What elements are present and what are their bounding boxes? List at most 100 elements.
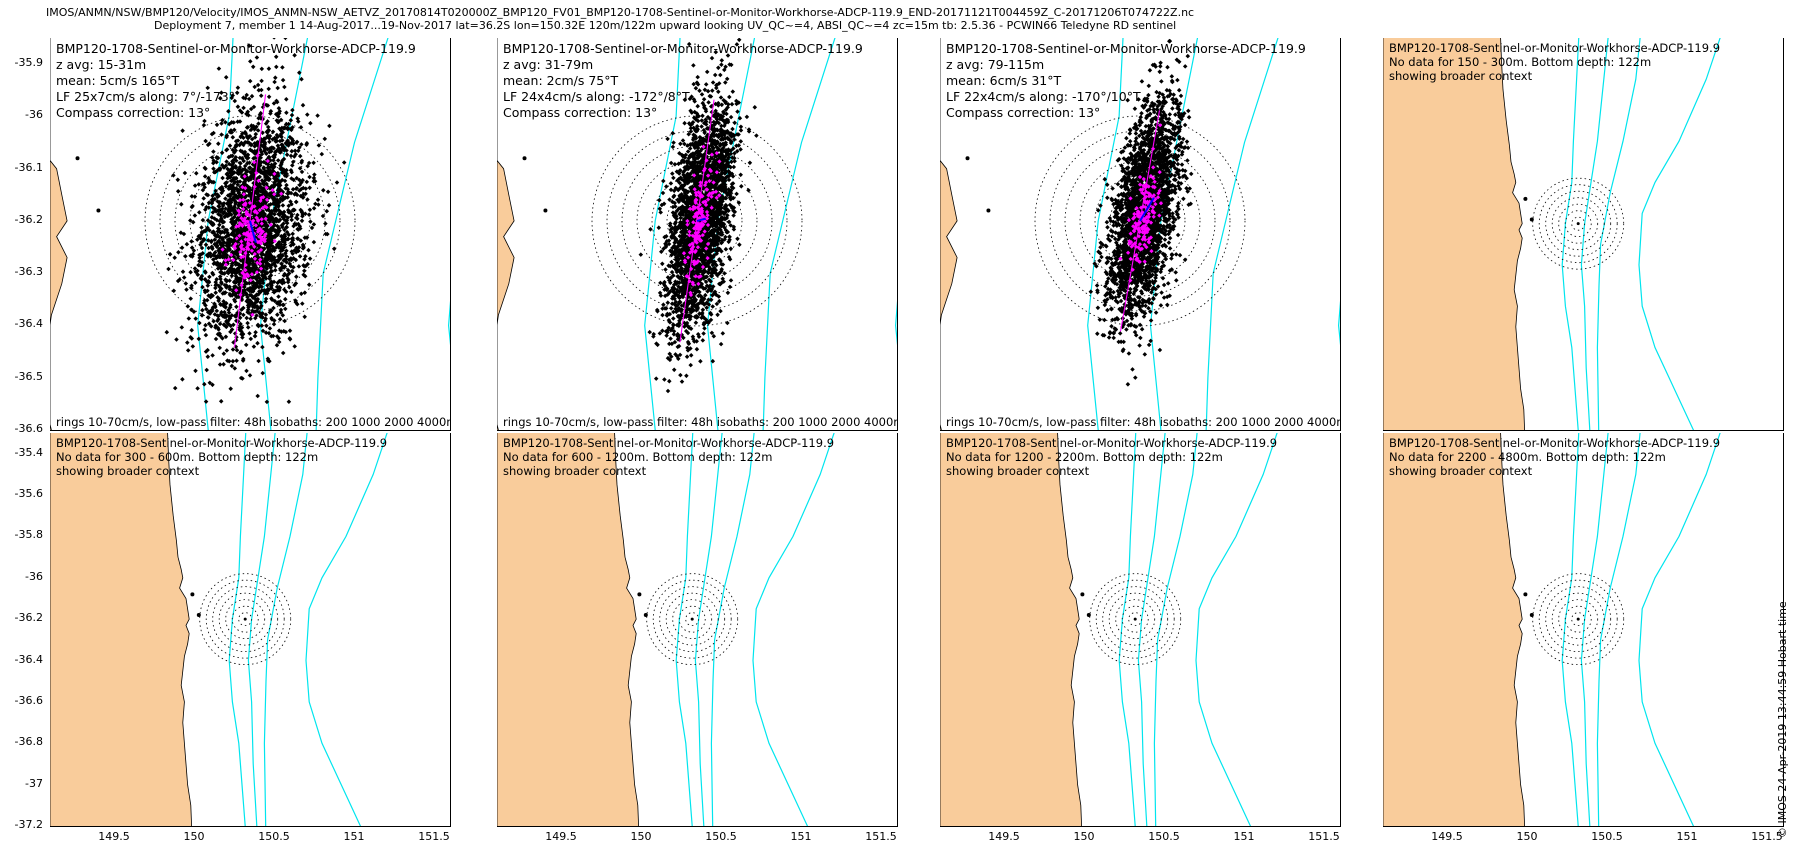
isobath-2000m-p1 [315,38,389,430]
map-panel-8: BMP120-1708-Sentinel-or-Monitor-Workhors… [1383,433,1784,827]
map-svg-5 [50,433,388,826]
isobath-2000m-p2 [762,38,836,430]
x-tick-col1-2: 150.5 [258,830,290,843]
panel-line-5-2: showing broader context [56,464,200,478]
y-tick-row2-9: -37.2 [14,818,43,831]
panel-line-7-2: showing broader context [946,464,1090,478]
x-tick-col2-2: 150.5 [705,830,737,843]
y-tick-row2-6: -36.6 [14,693,43,707]
map-svg-4 [1383,38,1721,430]
x-tick-col2-4: 151.5 [865,830,897,843]
island-p3-0 [986,208,991,213]
x-tick-col3-0: 149.5 [988,830,1020,843]
isobath-200m-p4 [1561,38,1580,430]
x-tick-col1-1: 150 [183,830,205,843]
mooring-site-p6 [690,617,694,621]
panel-line-3-1: z avg: 79-115m [946,57,1045,72]
island-p4-0 [1529,217,1534,222]
panel-title-2: BMP120-1708-Sentinel-or-Monitor-Workhors… [503,41,863,56]
ring-50cm-p7 [1102,586,1169,653]
panel-annotation-2: BMP120-1708-Sentinel-or-Monitor-Workhors… [503,41,863,121]
isobath-1000m-p7 [1137,433,1166,826]
isobath-2000m-p4 [1596,38,1641,430]
deployment-subtitle: Deployment 7, member 1 14-Aug-2017...19-… [154,19,1177,32]
panel-line-2-3: LF 24x4cm/s along: -172°/8°T [503,89,690,104]
map-panel-5: BMP120-1708-Sentinel-or-Monitor-Workhors… [50,433,451,827]
land-mass-p3 [940,38,958,430]
isobath-2000m-p8 [1596,433,1641,826]
isobath-200m-p3 [1087,38,1124,430]
y-tick-row2-8: -37 [25,776,43,790]
land-mass-p2 [497,38,515,430]
panel-annotation-8: BMP120-1708-Sentinel-or-Monitor-Workhors… [1389,436,1720,478]
isobath-2000m-p5 [263,433,308,826]
mooring-site-p7 [1133,617,1137,621]
ring-10cm-p5 [238,612,253,627]
ring-10cm-p8 [1571,612,1586,627]
mooring-site-p4 [1576,222,1580,226]
x-tick-col4-3: 151 [1676,830,1698,843]
y-tick-row2-0: -35.4 [14,445,43,459]
panel-line-4-2: showing broader context [1389,69,1533,83]
panel-annotation-6: BMP120-1708-Sentinel-or-Monitor-Workhors… [503,436,834,478]
y-tick-row2-2: -35.8 [14,528,43,542]
ring-30cm-p8 [1558,599,1599,640]
island-p7-0 [1086,613,1091,618]
ring-70cm-p3 [1034,115,1246,327]
ring-50cm-p4 [1545,190,1612,257]
y-tick-row1-4: -36.3 [14,265,43,279]
panel-annotation-3: BMP120-1708-Sentinel-or-Monitor-Workhors… [946,41,1306,121]
map-svg-8 [1383,433,1721,826]
ring-70cm-p2 [591,115,803,327]
island-p1-0 [96,208,101,213]
ring-10cm-p6 [685,612,700,627]
isobath-1000m-p5 [247,433,276,826]
ring-60cm-p5 [205,579,285,659]
x-tick-col1-3: 151 [343,830,365,843]
ring-30cm-p4 [1558,203,1599,244]
x-tick-col4-2: 150.5 [1591,830,1623,843]
panel-title-5: BMP120-1708-Sentinel-or-Monitor-Workhors… [56,436,388,450]
y-tick-row2-7: -36.8 [14,735,43,749]
isobath-4000m-p1 [447,300,450,346]
panel-title-8: BMP120-1708-Sentinel-or-Monitor-Workhors… [1389,436,1721,450]
land-mass-p1 [50,38,68,430]
land-mass-p7 [940,433,1083,826]
panel-line-1-4: Compass correction: 13° [56,105,211,120]
ring-20cm-p5 [231,605,259,633]
isobath-4000m-p8 [1638,433,1721,826]
isobath-4000m-p2 [894,300,897,346]
map-svg-1 [50,38,450,430]
x-tick-col1-4: 151.5 [418,830,450,843]
island-p6-1 [637,592,642,597]
panel-line-5-1: No data for 300 - 600m. Bottom depth: 12… [56,450,319,464]
map-panel-2: BMP120-1708-Sentinel-or-Monitor-Workhors… [497,38,898,431]
ring-20cm-p6 [678,605,706,633]
ring-60cm-p6 [652,579,732,659]
isobath-1000m-p8 [1580,433,1609,826]
land-mass-p5 [50,433,193,826]
ring-40cm-p5 [218,592,272,646]
panel-title-6: BMP120-1708-Sentinel-or-Monitor-Workhors… [503,436,835,450]
isobath-1000m-p6 [694,433,723,826]
y-tick-row1-0: -35.9 [14,56,43,70]
ring-20cm-p2 [666,190,728,252]
land-mass-p8 [1383,433,1526,826]
isobath-4000m-p5 [305,433,388,826]
y-tick-row2-3: -36 [25,569,43,583]
panel-annotation-1: BMP120-1708-Sentinel-or-Monitor-Workhors… [56,41,416,121]
map-panel-1: BMP120-1708-Sentinel-or-Monitor-Workhors… [50,38,451,431]
ring-20cm-p7 [1121,605,1149,633]
ring-30cm-p5 [225,599,266,640]
x-tick-col4-0: 149.5 [1431,830,1463,843]
mooring-site-p8 [1576,617,1580,621]
island-p8-0 [1529,613,1534,618]
y-tick-row2-1: -35.6 [14,487,43,501]
x-tick-col3-2: 150.5 [1148,830,1180,843]
panel-annotation-4: BMP120-1708-Sentinel-or-Monitor-Workhors… [1389,41,1720,83]
ring-60cm-p8 [1538,579,1618,659]
y-tick-row2-5: -36.4 [14,652,43,666]
y-tick-row1-6: -36.5 [14,369,43,383]
map-svg-3 [940,38,1340,430]
island-p7-1 [1080,592,1085,597]
